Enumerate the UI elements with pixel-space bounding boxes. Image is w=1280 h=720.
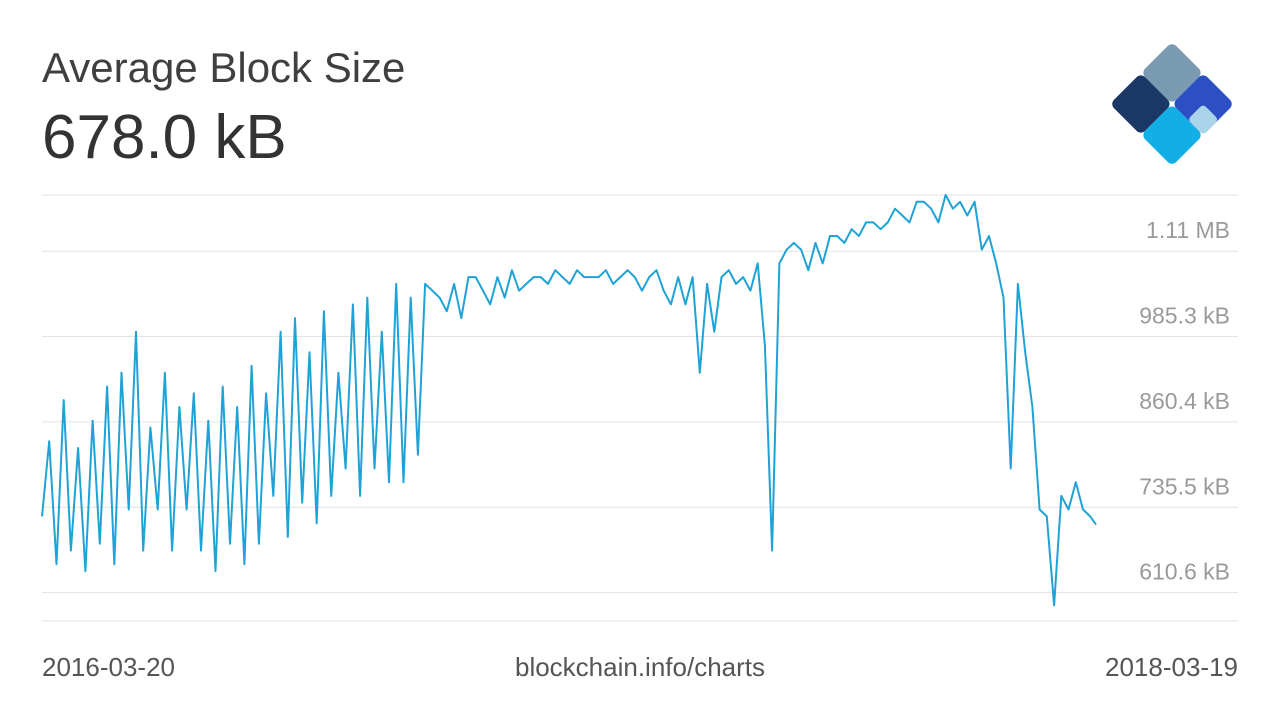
source-link[interactable]: blockchain.info/charts xyxy=(514,652,766,682)
logo-tile-left xyxy=(1112,75,1170,133)
series-line-average-block-size xyxy=(41,194,1097,607)
y-tick-label: 610.6 kB xyxy=(1139,559,1230,585)
logo-tile-right xyxy=(1174,75,1232,133)
logo-tile-top xyxy=(1143,44,1201,102)
end-date-label: 2018-03-19 xyxy=(1105,652,1238,682)
y-tick-label: 985.3 kB xyxy=(1139,302,1230,328)
logo-tile-bottom xyxy=(1143,106,1201,164)
y-tick-label: 735.5 kB xyxy=(1139,473,1230,499)
start-date-label: 2016-03-20 xyxy=(42,652,175,682)
blockchain-logo xyxy=(1112,44,1232,164)
current-value: 678.0 kB xyxy=(42,103,287,172)
logo-tile-small xyxy=(1189,105,1218,134)
chart-title: Average Block Size xyxy=(42,44,406,91)
y-tick-labels: 1.11 MB 985.3 kB 860.4 kB 735.5 kB 610.6 kB xyxy=(1139,217,1230,584)
y-tick-label: 1.11 MB xyxy=(1146,217,1230,243)
y-tick-label: 860.4 kB xyxy=(1139,388,1230,414)
